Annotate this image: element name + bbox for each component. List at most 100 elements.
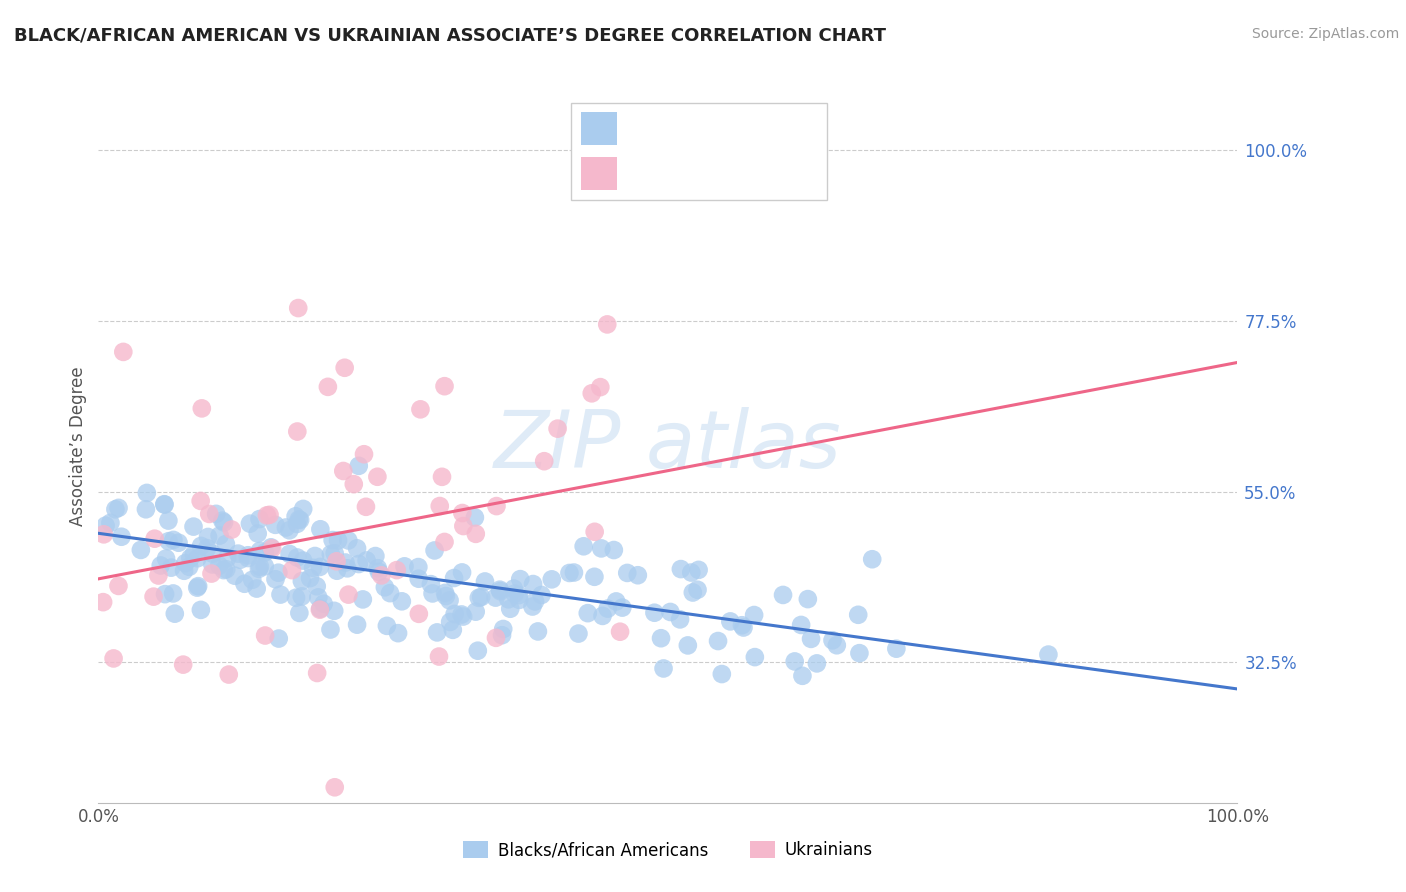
Point [299,571,322,585]
Point [246,526,269,541]
Point [821,633,844,648]
Point [246,582,269,596]
Point [367,561,389,575]
Point [825,638,848,652]
Point [104,502,127,516]
Point [179,559,201,574]
Point [533,454,555,468]
Point [676,639,699,653]
Point [173,564,195,578]
Point [616,566,638,580]
Point [522,599,544,614]
Point [509,572,531,586]
Point [236,551,259,566]
Point [208,558,231,573]
Point [197,530,219,544]
Point [292,502,315,516]
Point [281,563,304,577]
Point [489,582,512,597]
Point [378,586,401,600]
Point [524,594,547,608]
Point [110,530,132,544]
Point [319,547,342,561]
Point [347,458,370,473]
Point [468,591,491,605]
Point [172,657,194,672]
Point [652,661,675,675]
Point [370,568,392,582]
Point [499,601,522,615]
Point [346,541,368,556]
Point [434,586,457,600]
Text: BLACK/AFRICAN AMERICAN VS UKRAINIAN ASSOCIATE’S DEGREE CORRELATION CHART: BLACK/AFRICAN AMERICAN VS UKRAINIAN ASSO… [14,27,886,45]
Point [319,623,342,637]
Point [229,553,252,567]
Point [364,549,387,563]
Point [343,477,366,491]
Point [226,547,249,561]
Point [409,402,432,417]
Point [190,539,212,553]
Point [304,549,326,563]
Point [260,541,283,555]
Y-axis label: Associate’s Degree: Associate’s Degree [69,367,87,525]
Point [288,513,311,527]
Point [375,619,398,633]
Point [433,535,456,549]
Point [309,601,332,615]
Point [323,780,346,795]
Point [464,510,486,524]
Point [307,665,329,680]
Point [267,632,290,646]
Point [285,591,308,605]
Point [326,564,349,578]
Point [508,588,530,602]
Point [659,605,682,619]
Point [451,566,474,580]
Point [347,557,370,571]
Point [443,571,465,585]
Point [308,603,330,617]
Point [583,524,606,539]
Point [352,592,374,607]
Point [485,631,508,645]
Point [224,568,246,582]
Point [325,554,347,568]
Point [208,528,231,542]
Point [247,562,270,576]
Point [112,345,135,359]
Point [451,506,474,520]
Point [218,667,240,681]
Point [285,516,308,531]
Point [522,577,544,591]
Point [394,559,416,574]
Point [198,507,221,521]
Point [305,579,328,593]
Point [262,541,284,556]
Point [464,605,486,619]
Point [205,507,228,521]
Point [408,572,430,586]
Point [356,553,378,567]
Point [530,588,553,602]
Point [323,546,346,560]
Point [333,360,356,375]
Point [567,626,589,640]
Point [253,545,276,559]
Point [1038,648,1060,662]
Point [800,632,823,646]
Point [249,512,271,526]
Point [103,651,125,665]
Point [792,669,814,683]
Point [94,518,117,533]
Point [183,519,205,533]
Point [547,422,569,436]
Point [323,604,346,618]
Point [605,594,627,608]
Point [591,541,613,556]
Point [155,551,177,566]
Point [391,594,413,608]
Point [422,586,444,600]
Point [253,559,276,574]
Point [572,539,595,553]
